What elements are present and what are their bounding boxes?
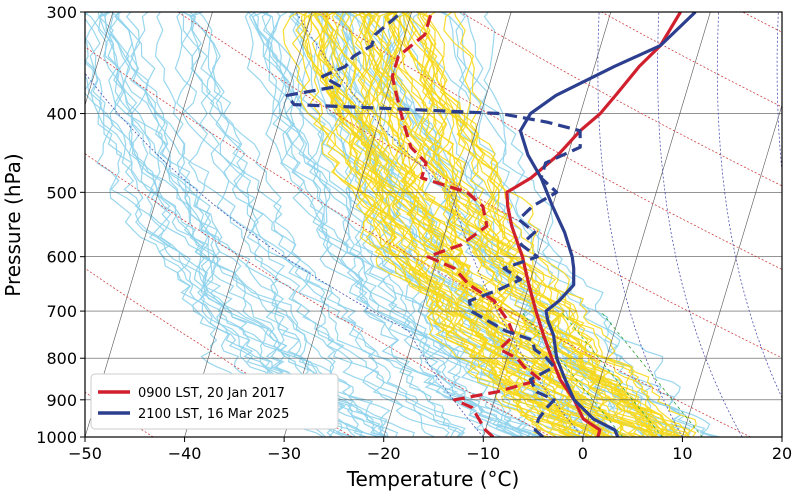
y-tick-label: 900 <box>46 391 77 410</box>
y-tick-label: 600 <box>46 248 77 267</box>
x-tick-label: 10 <box>672 444 692 463</box>
y-tick-label: 400 <box>46 105 77 124</box>
y-tick-label: 700 <box>46 302 77 321</box>
legend-label-1: 0900 LST, 20 Jan 2017 <box>138 386 285 401</box>
y-tick-label: 300 <box>46 3 77 22</box>
legend-label-2: 2100 LST, 16 Mar 2025 <box>138 407 289 422</box>
y-tick-label: 500 <box>46 183 77 202</box>
y-tick-label: 800 <box>46 349 77 368</box>
x-tick-label: −10 <box>466 444 500 463</box>
x-tick-label: 20 <box>772 444 792 463</box>
x-axis-title: Temperature (°C) <box>346 467 520 491</box>
y-tick-label: 1000 <box>36 428 77 447</box>
x-tick-label: −30 <box>267 444 301 463</box>
legend: 0900 LST, 20 Jan 2017 2100 LST, 16 Mar 2… <box>91 374 338 429</box>
x-tick-label: 0 <box>578 444 588 463</box>
x-tick-label: −20 <box>367 444 401 463</box>
x-tick-label: −40 <box>168 444 202 463</box>
y-axis-title: Pressure (hPa) <box>1 153 25 296</box>
